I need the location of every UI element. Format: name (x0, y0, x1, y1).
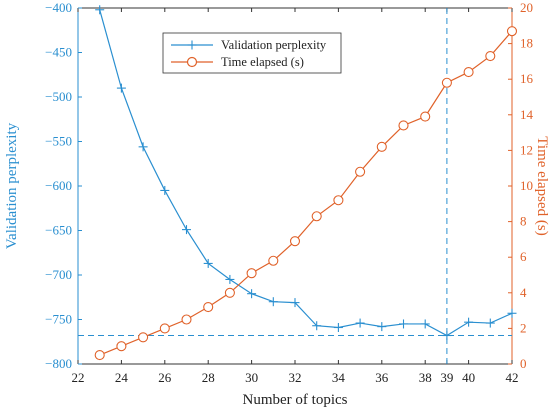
left-tick-label: −800 (45, 356, 72, 371)
data-point-plus (464, 317, 474, 327)
data-point-plus (485, 318, 495, 328)
x-tick-label: 40 (462, 370, 475, 385)
data-point-circle (138, 332, 149, 343)
reference-lines (78, 8, 512, 364)
data-point-circle (376, 141, 387, 152)
data-point-plus (399, 319, 408, 329)
right-tick-label: 10 (520, 178, 533, 193)
x-tick-label: 28 (202, 370, 215, 385)
data-point-circle (224, 287, 235, 298)
data-point-plus (95, 5, 105, 15)
left-tick-label: −700 (45, 267, 72, 282)
data-point-circle (203, 301, 214, 313)
data-point-plus (312, 321, 322, 331)
legend-label-validation-perplexity: Validation perplexity (221, 38, 327, 52)
data-point-circle (289, 236, 301, 247)
data-point-plus (355, 318, 365, 328)
data-point-plus (377, 322, 387, 332)
right-tick-label: 4 (520, 285, 527, 300)
right-tick-label: 8 (520, 214, 527, 229)
data-point-plus (507, 308, 517, 318)
data-point-circle (441, 77, 452, 88)
legend: Validation perplexity Time elapsed (s) (162, 32, 342, 74)
right-tick-label: 2 (520, 320, 527, 335)
data-point-circle (246, 268, 257, 279)
data-point-circle (268, 255, 279, 266)
data-point-circle (355, 166, 366, 177)
x-tick-label: 32 (289, 370, 302, 385)
data-point-plus (333, 323, 343, 333)
left-tick-label: −500 (45, 89, 72, 104)
data-point-plus (225, 274, 235, 284)
data-point-circle (94, 350, 105, 361)
data-point-plus (420, 319, 430, 329)
x-tick-label: 24 (115, 370, 129, 385)
right-tick-label: 0 (520, 356, 527, 371)
series-layer (94, 5, 518, 361)
right-tick-label: 18 (520, 36, 533, 51)
x-axis-title: Number of topics (243, 392, 348, 408)
right-tick-label: 16 (520, 71, 534, 86)
data-point-plus (442, 331, 452, 341)
legend-label-time-elapsed: Time elapsed (s) (221, 55, 304, 69)
tick-labels: 22 24 26 28 30 32 34 36 38 39 40 42−400−450−500−550… (45, 0, 533, 385)
data-point-circle (420, 111, 431, 122)
right-tick-label: 6 (520, 249, 527, 264)
x-tick-label: 26 (158, 370, 172, 385)
data-point-plus (203, 258, 213, 268)
right-tick-label: 20 (520, 0, 533, 15)
right-tick-label: 14 (520, 107, 534, 122)
data-point-plus (182, 225, 191, 235)
series-line-validation-perplexity (99, 9, 513, 337)
left-tick-label: −400 (45, 0, 72, 15)
data-point-circle (506, 26, 518, 37)
right-y-axis-title: Time elapsed (s) (534, 136, 550, 235)
left-tick-label: −550 (45, 134, 72, 149)
data-point-plus (160, 185, 170, 195)
x-tick-label: 30 (245, 370, 258, 385)
data-point-plus (268, 297, 278, 307)
data-point-plus (138, 142, 148, 152)
data-point-circle (311, 211, 322, 222)
legend-marker-plus (187, 40, 197, 50)
data-point-plus (116, 83, 126, 93)
left-y-axis-title: Validation perplexity (4, 122, 20, 249)
left-tick-label: −600 (45, 178, 72, 193)
left-tick-label: −750 (45, 312, 72, 327)
x-tick-label: 38 (419, 370, 432, 385)
left-tick-label: −450 (45, 45, 72, 60)
data-point-circle (333, 195, 344, 206)
data-point-circle (398, 120, 409, 131)
x-tick-label: 42 (506, 370, 519, 385)
x-tick-label: 39 (440, 370, 453, 385)
data-point-circle (159, 323, 170, 334)
data-point-plus (247, 289, 257, 299)
data-point-plus (290, 298, 300, 308)
x-tick-label: 36 (375, 370, 389, 385)
right-tick-label: 12 (520, 142, 533, 157)
x-tick-label: 22 (72, 370, 85, 385)
left-tick-label: −650 (45, 223, 72, 238)
data-point-circle (181, 314, 192, 325)
data-point-circle (463, 67, 474, 78)
data-point-circle (116, 341, 127, 352)
x-tick-label: 34 (332, 370, 346, 385)
legend-marker-circle (186, 56, 198, 68)
data-point-circle (485, 51, 496, 62)
